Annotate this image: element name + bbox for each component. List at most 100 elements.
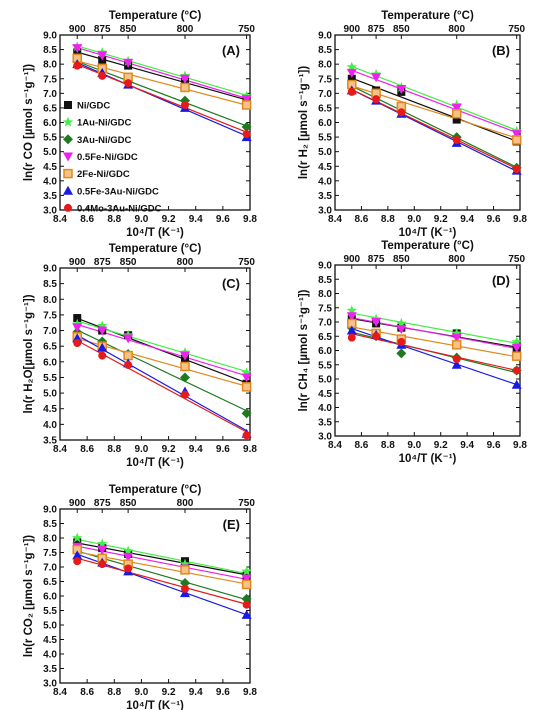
x-tick-label: 8.6 xyxy=(80,214,94,225)
data-point xyxy=(123,552,134,562)
y-tick-label: 4.0 xyxy=(318,403,332,414)
data-point xyxy=(347,74,356,83)
y-tick-label: 3.0 xyxy=(318,206,332,217)
panel-tag: (B) xyxy=(492,43,510,58)
y-tick-label: 6.5 xyxy=(43,577,57,588)
y-tick-label: 7.5 xyxy=(43,74,57,85)
x-tick-label: 8.6 xyxy=(354,440,368,451)
y-tick-label: 7.0 xyxy=(318,89,332,100)
data-point xyxy=(73,339,82,348)
y-tick-label: 5.5 xyxy=(318,360,332,371)
y-tick-label: 6.0 xyxy=(318,118,332,129)
data-point xyxy=(122,545,134,556)
data-point xyxy=(180,101,189,109)
x-axis-title: 10⁴/T (K⁻¹) xyxy=(126,457,184,469)
x-tick-label: 9.0 xyxy=(407,440,421,451)
data-point xyxy=(241,100,252,110)
data-point xyxy=(124,564,133,573)
x2-tick-label: 875 xyxy=(368,254,385,265)
data-point xyxy=(179,558,191,569)
data-point xyxy=(511,379,522,389)
x2-tick-label: 800 xyxy=(177,24,194,35)
data-point xyxy=(372,95,381,104)
x2-tick-label: 875 xyxy=(94,257,111,268)
y-tick-label: 9.0 xyxy=(318,31,332,42)
data-point xyxy=(371,73,382,83)
y-tick-label: 9.0 xyxy=(43,31,57,42)
x2-tick-label: 800 xyxy=(177,498,194,509)
x-tick-label: 9.8 xyxy=(243,687,257,698)
y-tick-label: 4.5 xyxy=(318,162,332,173)
data-point xyxy=(180,361,190,372)
data-point xyxy=(179,74,190,84)
x2-tick-label: 850 xyxy=(120,24,137,35)
x2-axis-title: Temperature (°C) xyxy=(109,243,202,255)
panel-2: 3.5 4.0 4.5 5.0 5.5 6.0 6.5 7.0 7.5 8.0 8.5 9.0 8.4 8… xyxy=(23,243,257,469)
legend-marker xyxy=(62,116,74,127)
data-point xyxy=(371,318,382,327)
data-point xyxy=(96,320,108,331)
x-tick-label: 9.4 xyxy=(460,214,474,225)
data-point xyxy=(396,325,407,335)
data-point xyxy=(241,408,252,419)
legend-label: 0.5Fe-3Au-Ni/GDC xyxy=(77,186,159,197)
x2-axis-title: Temperature (°C) xyxy=(381,240,474,252)
y-tick-label: 3.5 xyxy=(43,191,57,202)
x-tick-label: 9.2 xyxy=(434,214,448,225)
data-point xyxy=(123,58,134,68)
x2-tick-label: 800 xyxy=(448,254,465,265)
panel-4: 3.0 3.5 4.0 4.5 5.0 5.5 6.0 6.5 7.0 7.5 8.0 8.5 9.0 8… xyxy=(23,484,257,710)
fit-line xyxy=(351,69,517,134)
data-point xyxy=(97,326,108,336)
data-point xyxy=(124,360,133,369)
x-tick-label: 9.6 xyxy=(216,214,230,225)
x2-tick-label: 850 xyxy=(393,254,410,265)
y-tick-label: 3.5 xyxy=(43,436,57,447)
y-tick-label: 3.0 xyxy=(43,206,57,217)
legend-label: Ni/GDC xyxy=(77,101,110,112)
data-point xyxy=(346,61,358,72)
data-point xyxy=(397,108,406,117)
y-tick-label: 7.5 xyxy=(318,74,332,85)
x-tick-label: 9.4 xyxy=(189,214,203,225)
y-tick-label: 3.0 xyxy=(43,679,57,690)
x2-axis-title: Temperature (°C) xyxy=(381,10,474,22)
data-point xyxy=(511,343,522,353)
data-point xyxy=(73,314,82,323)
y-tick-label: 9.0 xyxy=(43,505,57,516)
data-point xyxy=(123,350,133,361)
data-point xyxy=(451,340,462,350)
plot-frame xyxy=(59,267,251,441)
y-tick-label: 8.5 xyxy=(43,45,57,56)
x-tick-label: 9.8 xyxy=(513,440,527,451)
x-tick-label: 9.4 xyxy=(189,444,203,455)
data-point xyxy=(451,327,462,338)
x2-axis-title: Temperature (°C) xyxy=(109,484,202,496)
y-tick-label: 5.5 xyxy=(43,606,57,617)
data-point xyxy=(241,382,252,392)
data-point xyxy=(346,325,357,335)
plot-frame xyxy=(334,34,521,211)
x-tick-label: 8.8 xyxy=(107,687,121,698)
legend-marker xyxy=(64,203,72,212)
data-point xyxy=(347,87,356,96)
y-tick-label: 7.0 xyxy=(43,563,57,574)
legend: Ni/GDC 1Au-Ni/GDC 3Au-Ni/GDC 0.5Fe-Ni/GDC 2F… xyxy=(62,101,162,214)
y-tick-label: 9.0 xyxy=(43,264,57,275)
data-point xyxy=(451,109,462,119)
y-tick-label: 4.5 xyxy=(318,389,332,400)
x2-tick-label: 875 xyxy=(368,24,385,35)
data-point xyxy=(346,312,357,322)
data-point xyxy=(241,609,252,619)
x-tick-label: 9.2 xyxy=(162,214,176,225)
x2-axis-title: Temperature (°C) xyxy=(109,10,202,22)
y-tick-label: 4.0 xyxy=(43,176,57,187)
data-point xyxy=(179,351,190,361)
x-tick-label: 9.4 xyxy=(189,687,203,698)
data-point xyxy=(511,135,522,145)
y-tick-label: 3.5 xyxy=(318,417,332,428)
y-tick-label: 7.0 xyxy=(43,89,57,100)
y-tick-label: 4.0 xyxy=(43,420,57,431)
x2-tick-label: 750 xyxy=(508,254,525,265)
